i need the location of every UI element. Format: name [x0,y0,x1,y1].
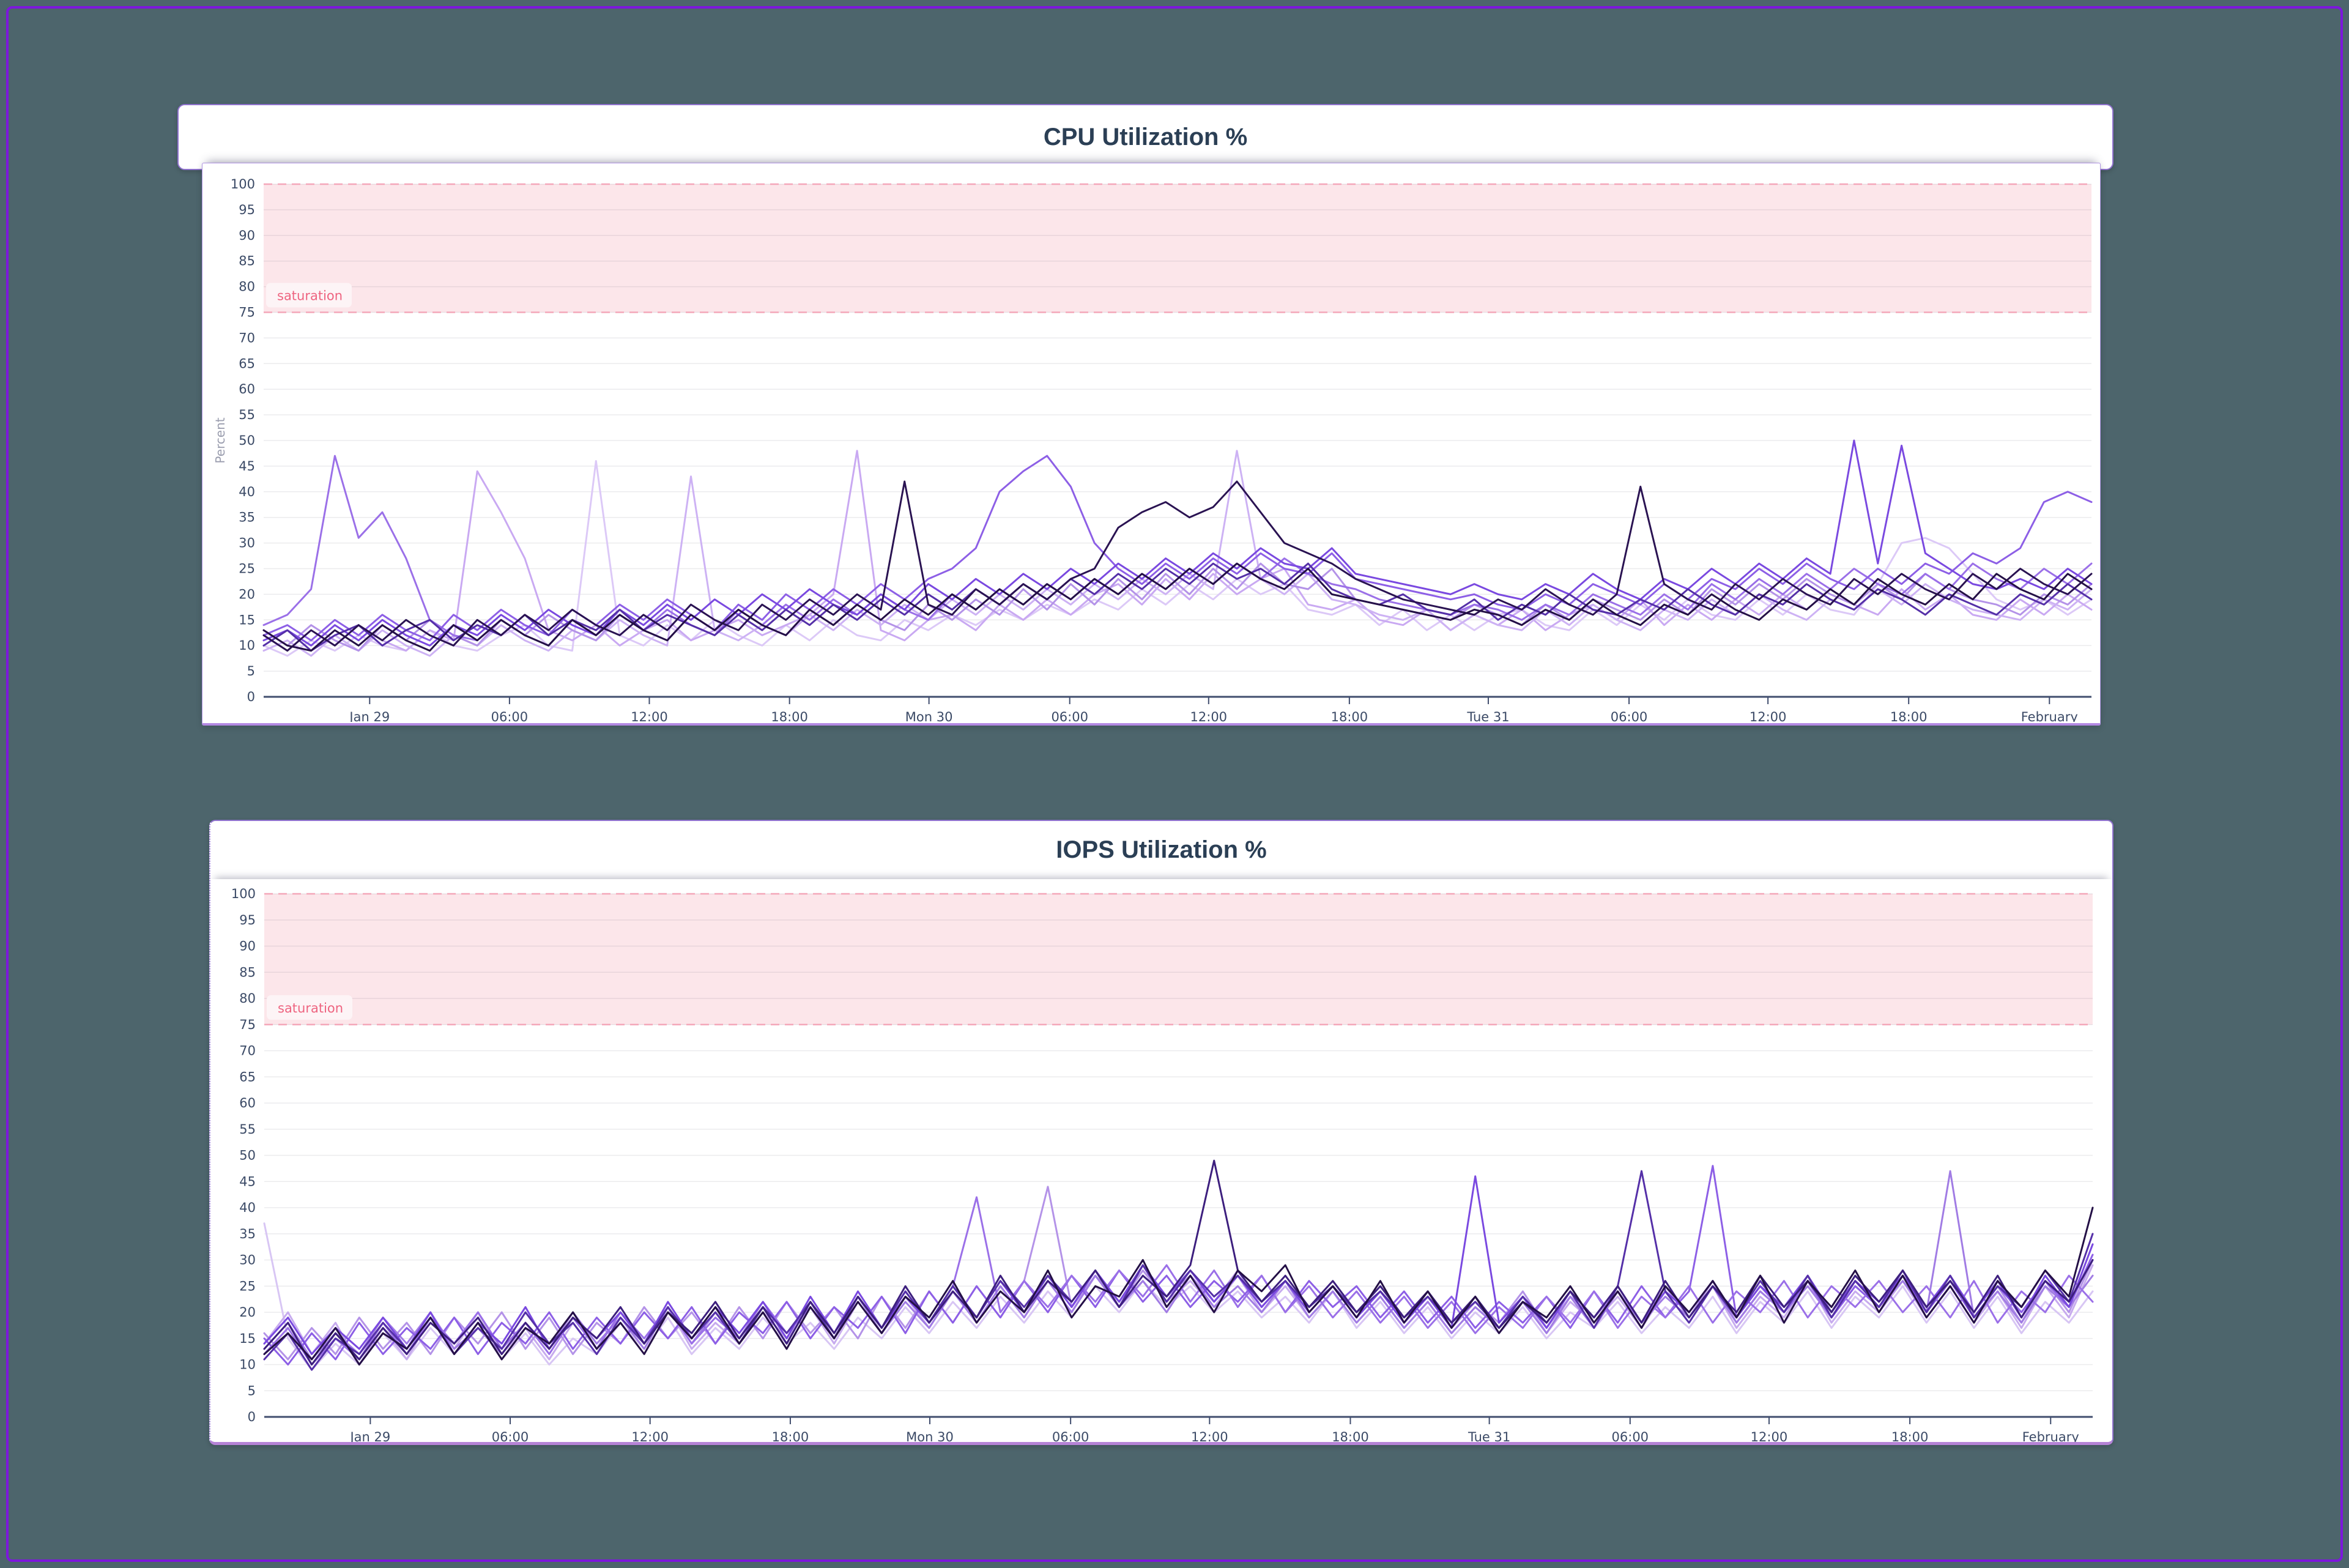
svg-text:45: 45 [239,1174,256,1189]
svg-text:25: 25 [239,1279,256,1293]
svg-text:06:00: 06:00 [492,1430,529,1442]
svg-text:12:00: 12:00 [631,710,668,722]
svg-text:5: 5 [248,1383,256,1398]
svg-text:70: 70 [239,1044,256,1058]
svg-text:40: 40 [239,1200,256,1215]
svg-text:75: 75 [239,305,255,320]
iops-chart-area[interactable]: 0 5 10 15 20 25 30 35 40 45 50 55 60 65 70 75 80 85 90 95 10… [210,879,2112,1444]
svg-text:15: 15 [239,612,255,627]
svg-text:18:00: 18:00 [771,710,808,722]
svg-text:20: 20 [239,587,255,601]
iops-panel-title: IOPS Utilization % [1056,836,1267,863]
svg-text:85: 85 [239,254,255,269]
svg-text:75: 75 [239,1017,256,1032]
svg-text:80: 80 [239,280,255,294]
svg-text:55: 55 [239,407,255,422]
svg-text:100: 100 [231,177,255,191]
svg-text:80: 80 [239,991,256,1006]
iops-utilization-chart[interactable]: 0 5 10 15 20 25 30 35 40 45 50 55 60 65 70 75 80 85 90 95 10… [210,879,2112,1444]
svg-text:60: 60 [239,1096,256,1110]
svg-text:50: 50 [239,433,255,448]
svg-text:06:00: 06:00 [1612,1430,1649,1442]
svg-text:45: 45 [239,459,255,474]
cpu-chart-panel[interactable]: 0 5 10 15 20 25 30 35 40 45 50 55 60 65 70 75 80 85 90 95 10… [202,163,2101,726]
svg-text:Percent: Percent [213,417,228,463]
svg-text:18:00: 18:00 [1891,1430,1929,1442]
svg-text:5: 5 [247,664,255,678]
svg-text:10: 10 [239,1358,256,1372]
svg-text:Tue 31: Tue 31 [1466,710,1509,722]
svg-text:30: 30 [239,536,255,551]
svg-text:February: February [2022,1430,2079,1442]
svg-text:60: 60 [239,382,255,396]
svg-text:18:00: 18:00 [1890,710,1928,722]
svg-text:Mon 30: Mon 30 [906,1430,954,1442]
svg-text:70: 70 [239,330,255,345]
svg-text:0: 0 [247,689,255,704]
iops-panel: IOPS Utilization % 0 5 10 15 20 25 30 35 40 45 50 5… [209,820,2113,1445]
svg-text:50: 50 [239,1148,256,1163]
svg-text:15: 15 [239,1331,256,1346]
svg-text:85: 85 [239,965,256,979]
svg-text:18:00: 18:00 [1331,710,1368,722]
iops-panel-title-row: IOPS Utilization % [210,821,2112,879]
svg-text:95: 95 [239,203,255,217]
svg-text:55: 55 [239,1122,256,1137]
svg-text:20: 20 [239,1305,256,1320]
cpu-utilization-chart[interactable]: 0 5 10 15 20 25 30 35 40 45 50 55 60 65 70 75 80 85 90 95 10… [202,163,2099,724]
cpu-panel-title: CPU Utilization % [1043,123,1248,150]
svg-text:06:00: 06:00 [1051,710,1088,722]
svg-text:10: 10 [239,638,255,653]
svg-text:12:00: 12:00 [1751,1430,1788,1442]
svg-text:0: 0 [248,1410,256,1424]
svg-text:Tue 31: Tue 31 [1468,1430,1510,1442]
svg-text:saturation: saturation [278,1001,343,1016]
svg-text:35: 35 [239,1227,256,1241]
svg-text:Jan 29: Jan 29 [348,710,390,722]
svg-text:06:00: 06:00 [1611,710,1648,722]
svg-text:12:00: 12:00 [1190,710,1228,722]
svg-text:40: 40 [239,485,255,499]
svg-text:12:00: 12:00 [1750,710,1787,722]
svg-text:12:00: 12:00 [1191,1430,1228,1442]
cpu-panel-title-card: CPU Utilization % [177,104,2113,170]
svg-text:90: 90 [239,228,255,243]
svg-text:06:00: 06:00 [491,710,529,722]
svg-text:18:00: 18:00 [772,1430,809,1442]
svg-text:65: 65 [239,356,255,371]
svg-text:35: 35 [239,510,255,525]
svg-text:95: 95 [239,913,256,927]
svg-text:30: 30 [239,1253,256,1268]
svg-text:100: 100 [231,886,256,901]
svg-text:Mon 30: Mon 30 [905,710,953,722]
svg-text:saturation: saturation [277,289,343,303]
svg-text:90: 90 [239,939,256,954]
svg-text:06:00: 06:00 [1052,1430,1089,1442]
svg-text:65: 65 [239,1069,256,1084]
svg-text:25: 25 [239,562,255,576]
svg-text:February: February [2021,710,2078,722]
svg-text:18:00: 18:00 [1332,1430,1369,1442]
svg-text:12:00: 12:00 [631,1430,669,1442]
svg-text:Jan 29: Jan 29 [349,1430,390,1442]
